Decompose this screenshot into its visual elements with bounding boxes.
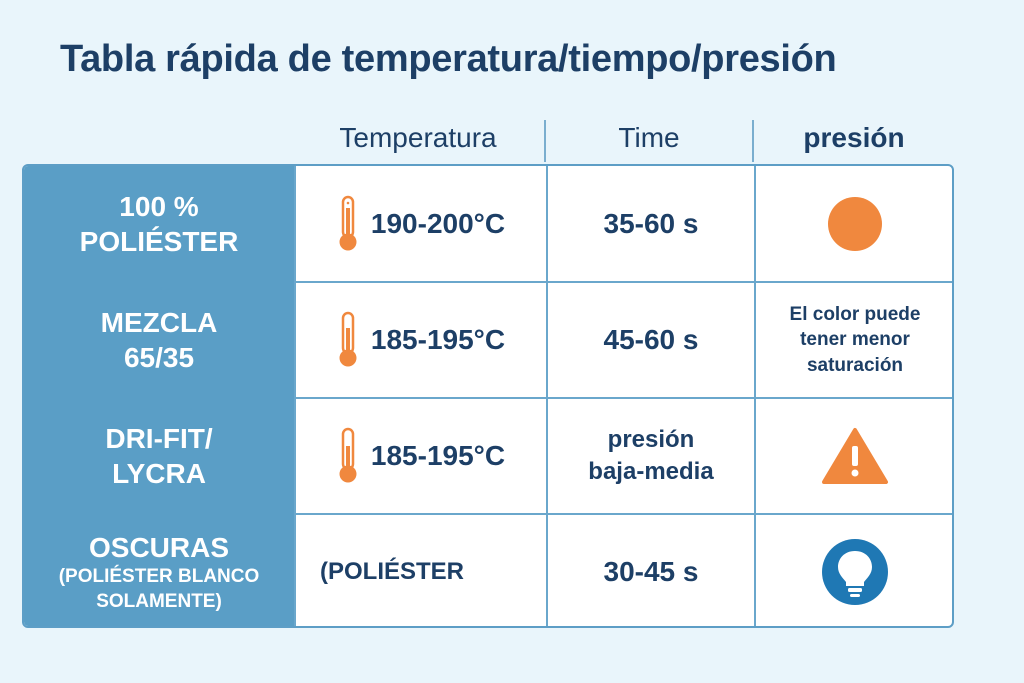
temperature-value: 185-195°C [370,324,506,355]
row-label-blend: MEZCLA 65/35 [24,283,294,397]
row-label-dark: OSCURAS (POLIÉSTER BLANCO SOLAMENTE) [24,515,294,626]
grid-line [294,397,952,399]
pressure-note-line: saturación [806,354,904,376]
row-label-drifit: DRI-FIT/ LYCRA [24,399,294,513]
grid-line [294,281,952,283]
lightbulb-icon [822,538,888,605]
temperature-cell: 190-200°C [296,166,546,281]
header-divider [752,120,754,162]
row-label-line: MEZCLA [100,307,218,338]
time-cell: 35-60 s [548,166,754,281]
header-divider [544,120,546,162]
row-label-line: SOLAMENTE) [96,591,222,612]
temperature-cell: 185-195°C [296,283,546,397]
row-label-line: POLIÉSTER [79,225,239,257]
settings-table: 100 % POLIÉSTER 190-200°C 35-60 s MEZCLA… [22,164,954,628]
temperature-cell: (POLIÉSTER [296,515,546,626]
time-note-line: presión [607,425,695,453]
time-cell: 30-45 s [548,515,754,626]
time-value: 30-45 s [603,555,699,587]
pressure-cell [756,166,952,281]
thermometer-icon [339,427,357,483]
pressure-cell [756,399,952,513]
grid-line [754,166,756,626]
page-title: Tabla rápida de temperatura/tiempo/presi… [60,38,837,80]
thermometer-icon [339,195,357,250]
pressure-note-line: tener menor [800,329,910,351]
temperature-value: 185-195°C [370,440,506,471]
row-label-line: LYCRA [112,458,206,489]
column-header-temperature: Temperatura [339,122,497,153]
warning-icon [822,428,888,484]
time-value: 45-60 s [603,324,699,355]
thermometer-icon [339,311,357,367]
column-header-time: Time [618,122,680,153]
time-cell: 45-60 s [548,283,754,397]
orange-circle-icon [828,196,882,251]
temperature-value: 190-200°C [370,207,506,239]
grid-line [294,513,952,515]
pressure-cell [756,515,952,626]
pressure-cell: El color puede tener menor saturación [756,283,952,397]
temperature-value: (POLIÉSTER [320,557,465,585]
row-label-line: (POLIÉSTER BLANCO [58,566,260,588]
row-label-polyester: 100 % POLIÉSTER [24,166,294,281]
row-label-line: DRI-FIT/ [105,423,213,454]
row-label-line: OSCURAS [88,532,229,564]
row-label-line: 100 % [119,190,199,222]
row-label-column [24,166,294,626]
grid-line [546,166,548,626]
time-note-line: baja-media [588,458,714,485]
time-value: 35-60 s [603,207,699,239]
pressure-note-line: El color puede [789,303,921,325]
grid-line [294,166,296,626]
temperature-cell: 185-195°C [296,399,546,513]
column-header-pressure: presión [803,122,905,153]
time-cell: presión baja-media [548,399,754,513]
row-label-line: 65/35 [123,342,195,373]
